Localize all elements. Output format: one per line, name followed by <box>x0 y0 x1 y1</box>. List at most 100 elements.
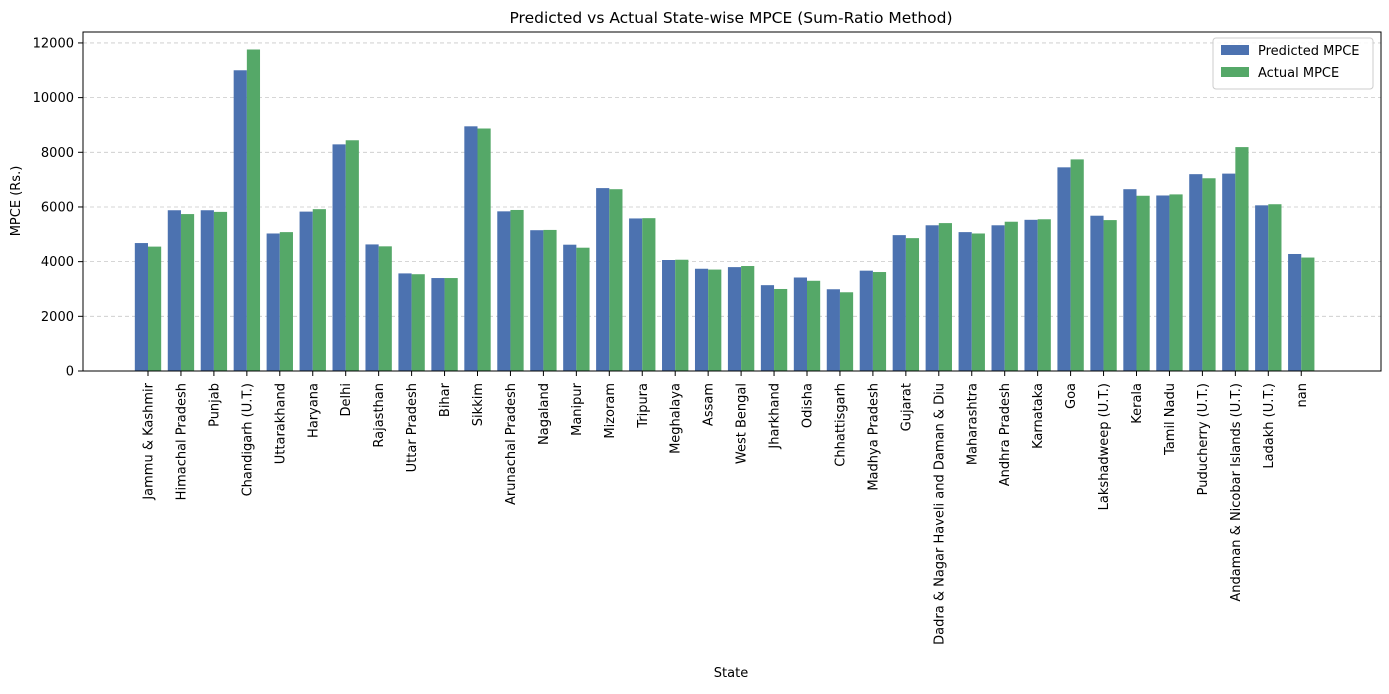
x-tick-label: Tripura <box>636 383 651 429</box>
bar-actual <box>312 209 326 371</box>
chart-title: Predicted vs Actual State-wise MPCE (Sum… <box>509 9 952 27</box>
x-tick-label: Delhi <box>339 383 354 416</box>
bar-predicted <box>1057 167 1071 371</box>
bar-predicted <box>1255 205 1269 371</box>
x-tick-label: Assam <box>702 383 717 426</box>
bar-predicted <box>134 243 148 371</box>
bar-predicted <box>892 235 906 371</box>
bar-actual <box>609 189 623 371</box>
bar-predicted <box>629 218 643 371</box>
bar-actual <box>1202 178 1216 371</box>
bar-predicted <box>431 278 445 371</box>
bar-actual <box>180 214 195 371</box>
bar-actual <box>675 259 689 371</box>
bar-predicted <box>398 273 412 371</box>
bar-predicted <box>233 70 247 371</box>
bar-predicted <box>332 144 346 371</box>
bar-actual <box>1235 147 1249 371</box>
bar-actual <box>1268 204 1282 371</box>
bar-actual <box>411 274 425 371</box>
bar-predicted <box>530 230 544 371</box>
bar-actual <box>345 140 359 371</box>
x-tick-label: Tamil Nadu <box>1163 383 1178 456</box>
bar-predicted <box>365 244 379 371</box>
x-tick-label: Haryana <box>306 383 321 438</box>
y-tick-label: 10000 <box>33 91 74 106</box>
x-tick-label: Chhattisgarh <box>833 383 848 467</box>
x-tick-label: Rajasthan <box>372 383 387 448</box>
bar-actual <box>1070 159 1084 371</box>
bar-actual <box>642 218 656 371</box>
x-tick-label: Sikkim <box>471 383 486 426</box>
bar-predicted <box>1024 219 1038 371</box>
x-axis: Jammu & Kashmir Himachal Pradesh Punjab Cha… <box>142 371 1310 645</box>
x-tick-label: Lakshadweep (U.T.) <box>1097 383 1112 510</box>
bar-predicted <box>1123 189 1137 371</box>
bar-predicted <box>200 210 214 371</box>
x-tick-label: Gujarat <box>899 383 914 431</box>
bar-actual <box>938 223 952 371</box>
bar-actual <box>246 49 261 372</box>
y-tick-label: 12000 <box>33 36 74 51</box>
x-tick-label: Ladakh (U.T.) <box>1262 383 1277 469</box>
x-tick-label: Odisha <box>801 383 816 428</box>
x-tick-label: Uttar Pradesh <box>405 383 420 472</box>
x-tick-label: nan <box>1295 383 1310 407</box>
bar-actual <box>378 246 392 371</box>
x-tick-label: Kerala <box>1130 383 1145 424</box>
x-tick-label: Andaman & Nicobar Islands (U.T.) <box>1229 383 1244 602</box>
x-tick-label: Nagaland <box>537 383 552 445</box>
legend-frame <box>1212 37 1374 90</box>
bar-actual <box>576 247 590 371</box>
bars <box>134 49 1315 372</box>
x-tick-label: Goa <box>1064 383 1079 409</box>
bar-predicted <box>991 225 1005 371</box>
x-tick-label: Punjab <box>207 383 222 427</box>
y-tick-label: 4000 <box>41 255 74 270</box>
x-tick-label: Chandigarh (U.T.) <box>240 383 255 496</box>
bar-predicted <box>694 268 709 371</box>
bar-predicted <box>1222 173 1236 371</box>
bar-predicted <box>1288 253 1302 371</box>
y-tick-label: 8000 <box>41 146 74 161</box>
bar-actual <box>148 246 162 371</box>
bar-actual <box>1103 220 1117 371</box>
bar-actual <box>510 209 524 371</box>
bar-actual <box>213 211 228 371</box>
legend-swatch-predicted <box>1221 45 1249 55</box>
bar-predicted <box>596 188 610 371</box>
bar-predicted <box>727 267 742 371</box>
y-axis-label: MPCE (Rs.) <box>9 166 24 237</box>
x-tick-label: Madhya Pradesh <box>866 383 881 491</box>
bar-actual <box>708 269 722 371</box>
bar-actual <box>807 280 821 371</box>
x-tick-label: Jharkhand <box>768 383 783 450</box>
y-axis: 0 2000 4000 6000 8000 10000 12000 <box>33 36 83 380</box>
y-tick-label: 6000 <box>41 200 74 215</box>
bar-actual <box>741 266 755 371</box>
legend: Predicted MPCE Actual MPCE <box>1212 37 1374 90</box>
bar-actual <box>543 229 557 371</box>
x-tick-label: Uttarakhand <box>273 383 288 464</box>
x-tick-label: Bihar <box>438 382 453 417</box>
x-tick-label: Mizoram <box>603 383 618 439</box>
bar-actual <box>1037 219 1051 371</box>
bar-predicted <box>925 225 939 371</box>
x-tick-label: Manipur <box>570 382 585 436</box>
x-tick-label: West Bengal <box>735 383 750 464</box>
legend-label-actual: Actual MPCE <box>1258 66 1339 81</box>
bar-actual <box>1301 257 1315 371</box>
legend-swatch-actual <box>1221 67 1249 77</box>
bar-actual <box>444 278 458 371</box>
bar-actual <box>774 288 788 371</box>
y-tick-label: 2000 <box>41 310 74 325</box>
bar-actual <box>279 232 293 371</box>
x-tick-label: Andhra Pradesh <box>998 383 1013 486</box>
x-axis-label: State <box>714 666 748 681</box>
x-tick-label: Puducherry (U.T.) <box>1196 383 1211 495</box>
legend-label-predicted: Predicted MPCE <box>1258 44 1360 59</box>
y-tick-label: 0 <box>66 365 74 380</box>
bar-predicted <box>662 260 676 371</box>
bar-predicted <box>266 233 280 371</box>
